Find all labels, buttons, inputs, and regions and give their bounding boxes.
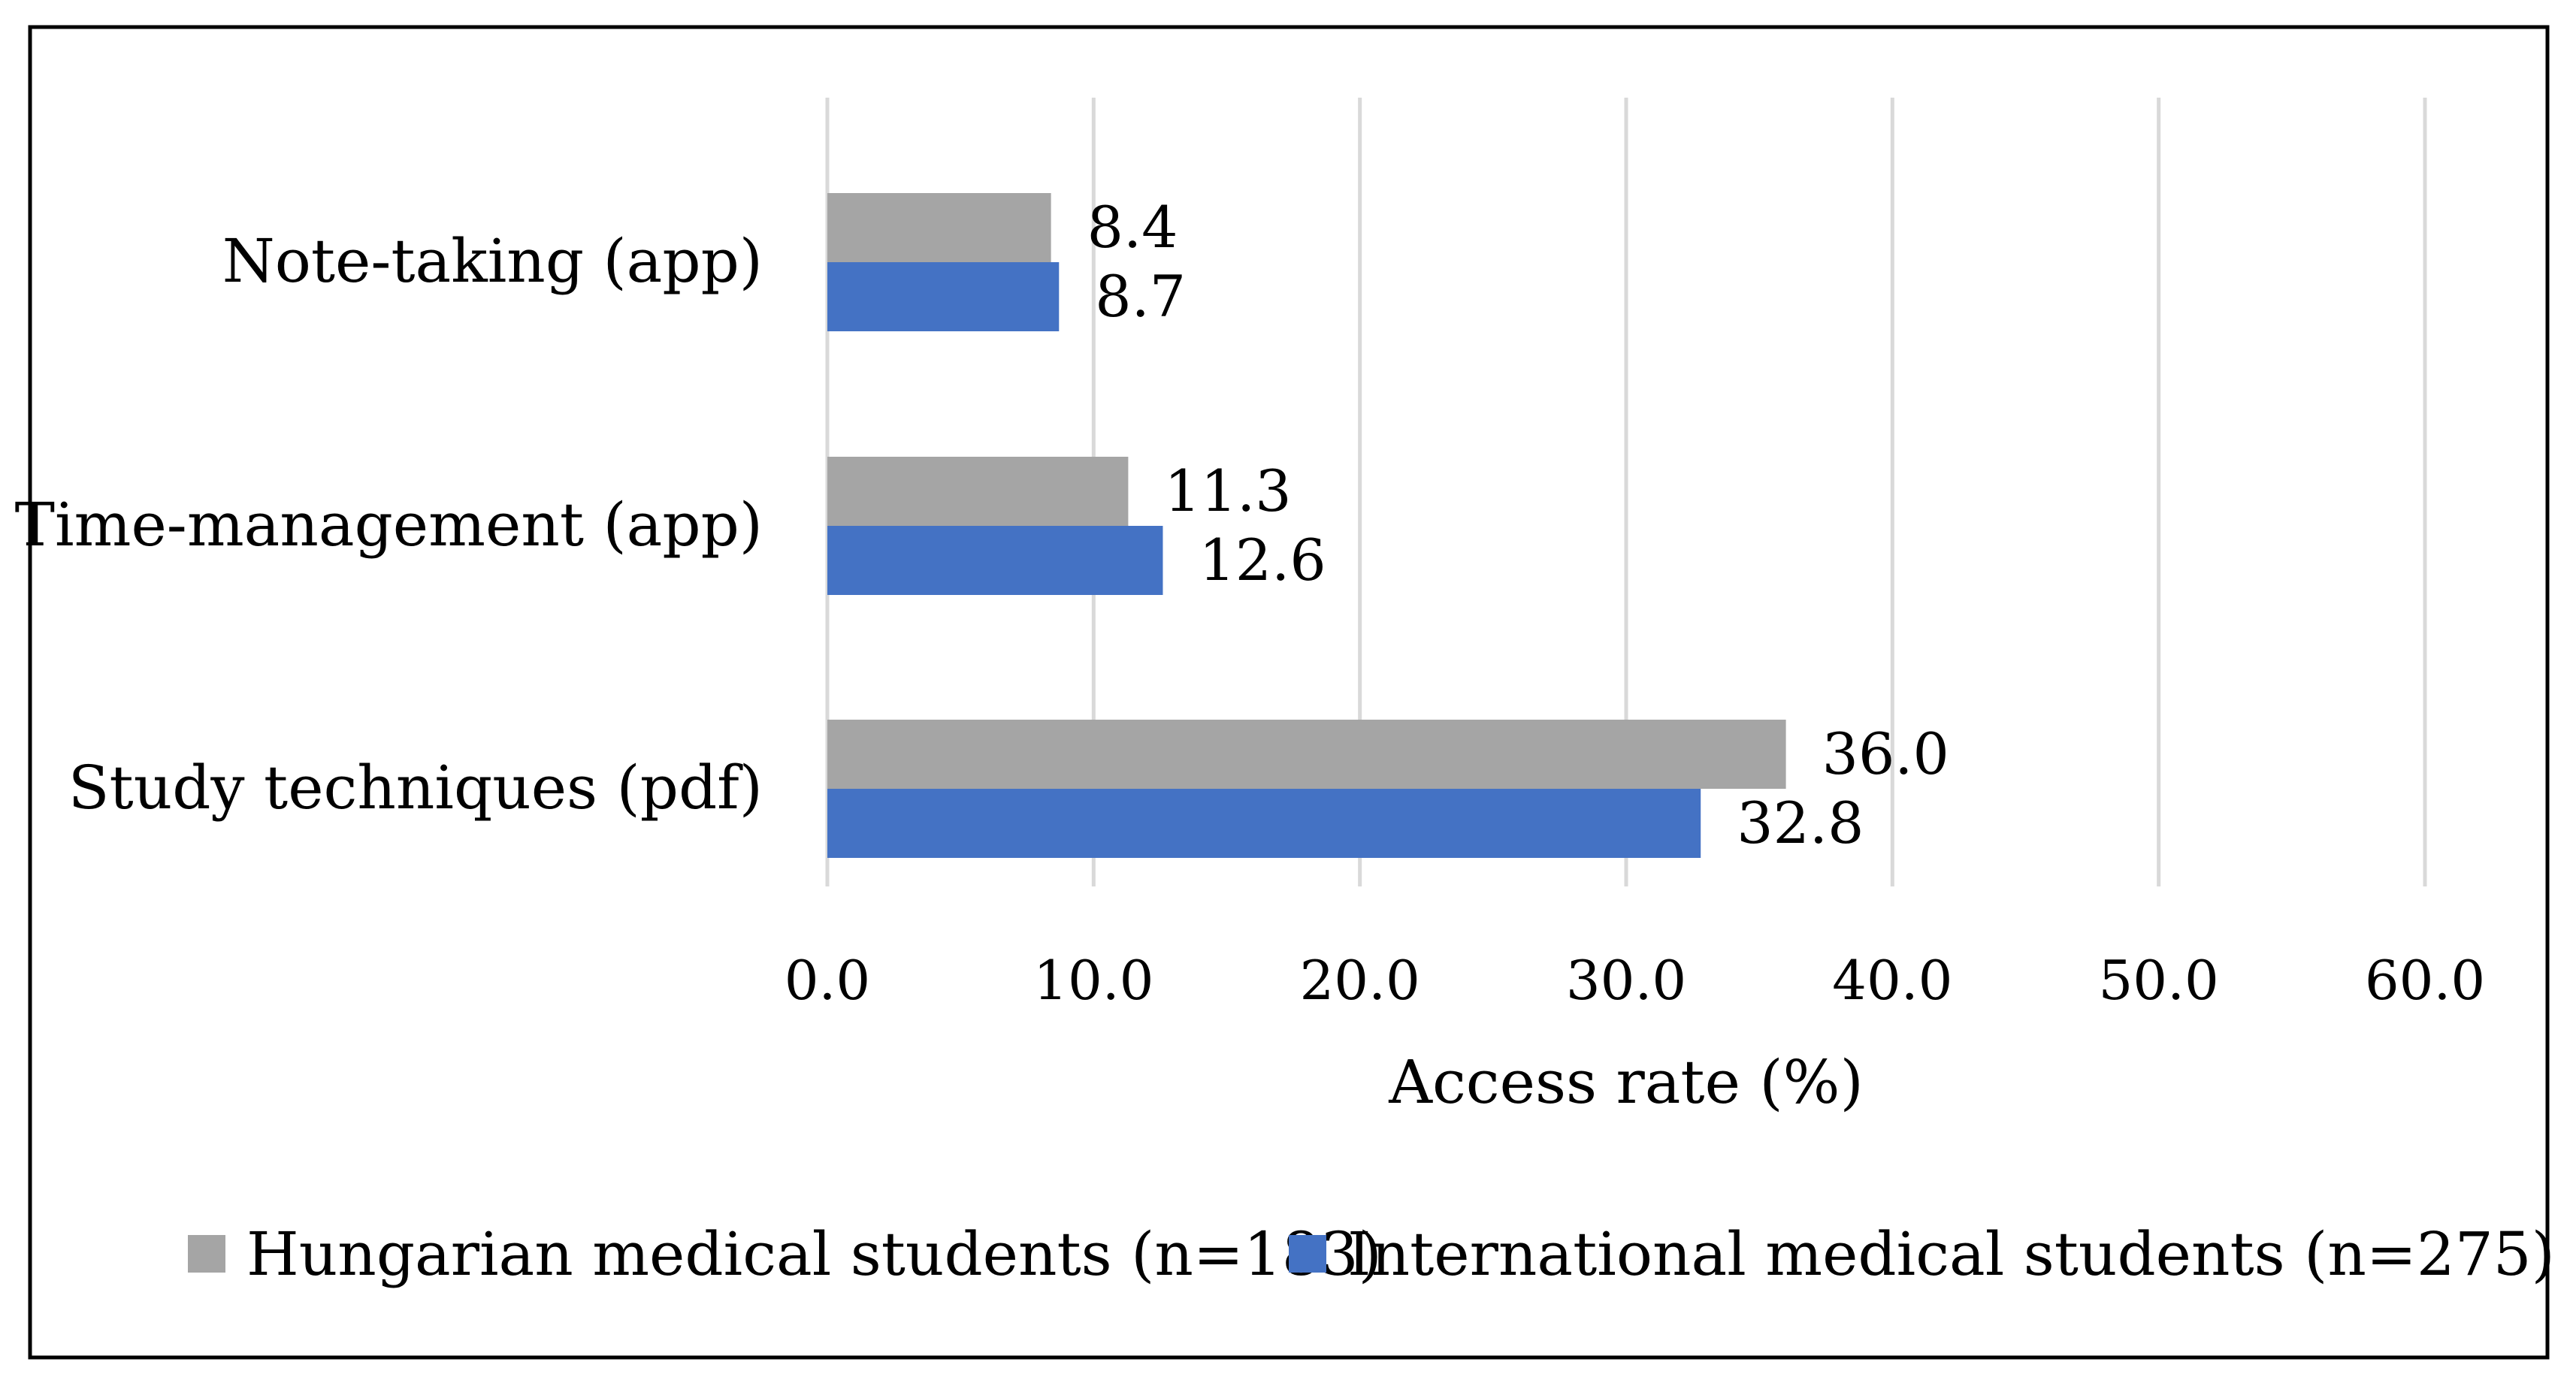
legend-swatch [1289, 1235, 1326, 1273]
x-tick-label: 60.0 [2365, 949, 2485, 1012]
bar [827, 720, 1786, 789]
legend-swatch [188, 1235, 225, 1273]
x-tick-label: 10.0 [1033, 949, 1153, 1012]
bar [827, 193, 1051, 262]
data-label: 8.4 [1087, 194, 1178, 261]
data-label: 12.6 [1199, 527, 1326, 593]
data-label: 36.0 [1822, 720, 1949, 787]
category-label: Time-management (app) [15, 490, 763, 560]
x-tick-label: 0.0 [785, 949, 871, 1012]
chart: 0.0 10.0 20.0 30.0 40.0 50.0 60.0 Note-taking (… [0, 0, 2576, 1383]
x-tick-label: 20.0 [1300, 949, 1420, 1012]
legend: Hungarian medical students (n=183)Intern… [188, 1219, 2555, 1289]
legend-label: International medical students (n=275) [1347, 1219, 2555, 1289]
bar [827, 526, 1163, 595]
bar [827, 789, 1701, 858]
data-label: 8.7 [1095, 263, 1186, 330]
bar [827, 262, 1059, 331]
legend-label: Hungarian medical students (n=183) [246, 1219, 1382, 1289]
category-label: Study techniques (pdf) [68, 753, 763, 823]
x-tick-label: 40.0 [1832, 949, 1952, 1012]
data-label: 32.8 [1737, 790, 1864, 856]
bar [827, 457, 1128, 526]
x-tick-label: 50.0 [2099, 949, 2219, 1012]
data-label: 11.3 [1164, 457, 1291, 524]
x-tick-label: 30.0 [1566, 949, 1686, 1012]
x-axis-title: Access rate (%) [1388, 1047, 1864, 1117]
category-label: Note-taking (app) [222, 226, 763, 296]
